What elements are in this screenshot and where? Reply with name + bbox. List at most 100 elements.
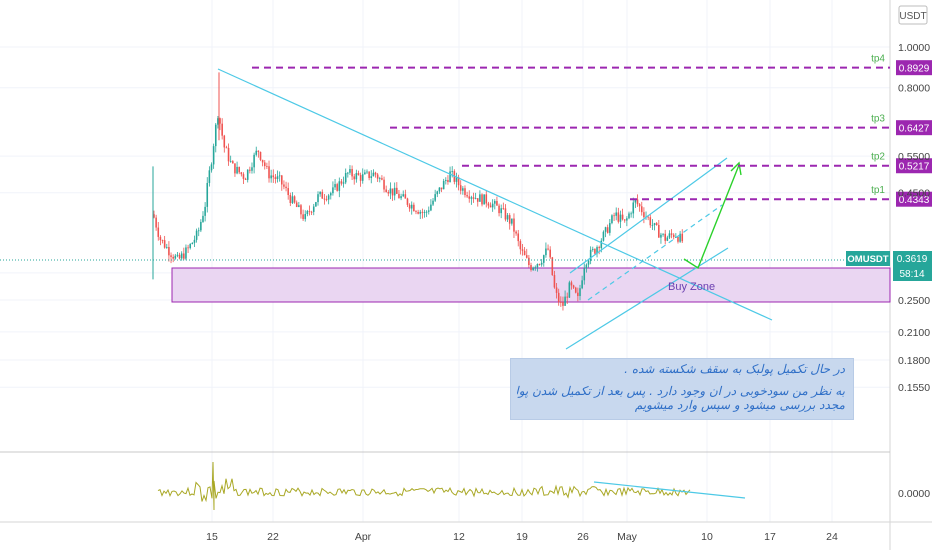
candle-body	[551, 257, 554, 276]
candle-body	[532, 267, 534, 271]
candle-body	[232, 161, 234, 164]
candle-body	[212, 146, 215, 165]
candle-body	[319, 191, 321, 195]
candle-body	[600, 240, 603, 249]
candle-body	[628, 213, 630, 219]
time-tick-label: 17	[764, 531, 776, 543]
candle-body	[238, 166, 240, 173]
candle-body	[225, 147, 228, 149]
candle-body	[329, 193, 332, 196]
candle-body	[315, 202, 317, 207]
candle-body	[555, 287, 558, 293]
candle-body	[528, 257, 530, 266]
price-tick-label: 0.2500	[898, 295, 930, 307]
candle-body	[413, 204, 415, 212]
candle-body	[304, 214, 307, 220]
candle-body	[172, 256, 174, 259]
candle-body	[283, 184, 285, 187]
candle-body	[387, 192, 390, 194]
candle-body	[619, 214, 622, 222]
candle-body	[489, 205, 492, 208]
candle-body	[327, 195, 330, 200]
candle-body	[270, 175, 272, 179]
target-price-tag	[896, 60, 932, 76]
candle-body	[655, 223, 658, 225]
candle-body	[317, 194, 319, 203]
grid-lines	[0, 0, 890, 522]
candle-body	[476, 198, 479, 202]
candle-body	[634, 199, 637, 203]
target-price-value: 0.4343	[899, 195, 930, 206]
candle-body	[340, 181, 343, 184]
candle-body	[368, 171, 370, 178]
candle-body	[666, 237, 669, 241]
oscillator-zero-label: 0.0000	[898, 488, 930, 500]
annotation-line-2: به نظر من سودخوبی در ان وجود دارد . پس ب…	[517, 384, 845, 398]
candle-body	[408, 204, 411, 209]
candle-body	[519, 241, 522, 250]
candle-body	[604, 227, 607, 232]
price-tick-label: 0.5500	[898, 151, 930, 163]
oscillator-trendline[interactable]	[593, 481, 746, 499]
candle-body	[393, 187, 396, 196]
target-price-value: 0.8929	[899, 64, 930, 75]
candle-body	[464, 188, 466, 196]
price-axis[interactable]: 1.00000.80000.55000.45000.29000.25000.21…	[898, 42, 930, 394]
candle-body	[623, 219, 626, 221]
candle-body	[445, 180, 447, 181]
candle-body	[423, 212, 426, 213]
lower-channel-line[interactable]	[565, 247, 729, 350]
candle-body	[677, 237, 679, 242]
candle-body	[214, 124, 217, 147]
candle-body	[364, 172, 366, 175]
candle-body	[613, 215, 615, 217]
candle-body	[540, 262, 543, 265]
candle-body	[266, 166, 268, 167]
candle-body	[170, 255, 172, 257]
candle-body	[534, 267, 537, 269]
candle-body	[672, 234, 675, 238]
candle-body	[525, 255, 528, 258]
candle-body	[325, 199, 328, 200]
candle-body	[312, 206, 315, 212]
candle-body	[632, 202, 635, 214]
buy-zone-rect[interactable]	[171, 267, 891, 303]
candle-body	[374, 172, 377, 175]
upper-channel-line[interactable]	[569, 157, 728, 274]
candle-body	[485, 194, 488, 204]
target-price-tag	[896, 158, 932, 174]
annotation-line-3: مجدد بررسی میشود و سپس وارد میشویم	[634, 398, 845, 412]
candle-body	[332, 187, 334, 194]
candle-body	[229, 161, 232, 162]
candle-body	[442, 180, 445, 190]
candle-body	[504, 208, 507, 220]
target-lines: tp4 0.8929 tp3 0.6427 tp2 0.5217 tp1 0.4343	[252, 54, 932, 207]
candle-body	[449, 171, 451, 183]
candle-body	[517, 233, 520, 242]
candle-body	[244, 178, 247, 180]
candle-body	[438, 187, 441, 192]
projection-arrow	[683, 164, 740, 270]
candle-body	[491, 203, 494, 208]
candle-body	[494, 201, 496, 204]
price-tick-label: 0.1550	[898, 382, 930, 394]
candle-body	[511, 218, 513, 224]
time-tick-label: 10	[701, 531, 713, 543]
buy-zone-label: Buy Zone	[668, 281, 715, 293]
candle-body	[349, 169, 351, 173]
time-axis[interactable]: 15 22 Apr 12 19 26 May 10 17 24	[206, 531, 838, 543]
currency-button[interactable]: USDT	[898, 5, 928, 25]
candle-body	[515, 231, 517, 234]
candle-body	[560, 302, 562, 303]
candle-body	[651, 225, 654, 226]
candle-body	[249, 169, 251, 171]
candle-body	[581, 280, 583, 289]
candle-body	[287, 188, 289, 196]
candle-body	[598, 247, 600, 249]
candle-body	[163, 240, 166, 248]
candle-body	[153, 214, 155, 218]
candle-body	[466, 195, 468, 197]
price-tick-label: 0.8000	[898, 83, 930, 95]
analysis-annotation[interactable]: در حال تکمیل پولبک به سقف شکسته شده . به…	[510, 358, 854, 420]
